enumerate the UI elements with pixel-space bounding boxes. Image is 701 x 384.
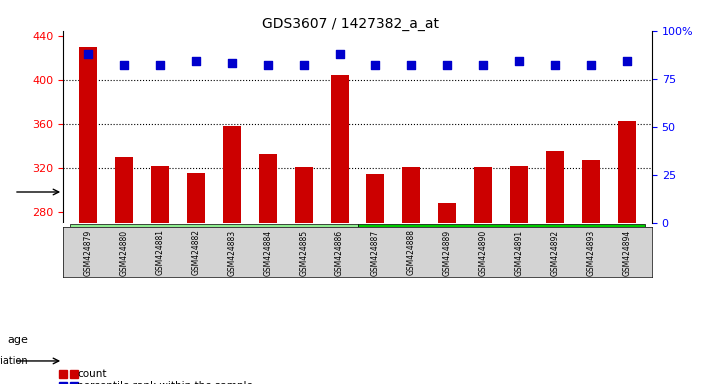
Text: GSM424882: GSM424882 bbox=[191, 230, 200, 275]
Point bbox=[83, 51, 94, 57]
Point bbox=[621, 58, 632, 65]
Bar bbox=[259, 154, 277, 223]
Point bbox=[334, 51, 345, 57]
Text: GSM424883: GSM424883 bbox=[227, 230, 236, 276]
Bar bbox=[331, 74, 348, 223]
Point bbox=[298, 62, 309, 68]
Text: GSM424879: GSM424879 bbox=[83, 230, 93, 276]
Bar bbox=[358, 251, 501, 275]
Text: GSM424880: GSM424880 bbox=[120, 230, 128, 276]
Text: GSM424887: GSM424887 bbox=[371, 230, 380, 276]
Point bbox=[370, 62, 381, 68]
Point bbox=[550, 62, 561, 68]
Text: Egr-1 null: Egr-1 null bbox=[548, 258, 598, 268]
Text: GDS3607 / 1427382_a_at: GDS3607 / 1427382_a_at bbox=[262, 17, 439, 31]
Point bbox=[477, 62, 489, 68]
Text: Egr-1 null: Egr-1 null bbox=[261, 258, 311, 268]
Text: GSM424881: GSM424881 bbox=[156, 230, 165, 275]
Bar bbox=[115, 157, 133, 223]
Point bbox=[513, 58, 524, 65]
Point bbox=[118, 62, 130, 68]
Text: GSM424886: GSM424886 bbox=[335, 230, 344, 276]
Text: GSM424891: GSM424891 bbox=[515, 230, 524, 276]
Text: genotype/variation: genotype/variation bbox=[0, 356, 28, 366]
Text: GSM424890: GSM424890 bbox=[479, 230, 488, 276]
Text: GSM424885: GSM424885 bbox=[299, 230, 308, 276]
Bar bbox=[187, 173, 205, 223]
Point bbox=[226, 60, 238, 66]
Bar bbox=[582, 160, 600, 223]
Text: 30 d: 30 d bbox=[202, 231, 226, 241]
Bar bbox=[402, 167, 421, 223]
Bar bbox=[214, 251, 358, 275]
Bar bbox=[294, 167, 313, 223]
Text: GSM424894: GSM424894 bbox=[622, 230, 632, 276]
Text: wild-type: wild-type bbox=[405, 258, 454, 268]
Bar bbox=[474, 167, 492, 223]
Point bbox=[585, 62, 597, 68]
Bar bbox=[367, 174, 384, 223]
Bar bbox=[546, 151, 564, 223]
Point bbox=[262, 62, 273, 68]
Text: GSM424892: GSM424892 bbox=[550, 230, 559, 276]
Bar bbox=[510, 166, 528, 223]
Bar bbox=[223, 126, 241, 223]
Bar bbox=[70, 251, 214, 275]
Text: 42 d: 42 d bbox=[489, 231, 514, 241]
Bar bbox=[79, 47, 97, 223]
Bar bbox=[70, 224, 358, 248]
Point bbox=[154, 62, 165, 68]
Text: count: count bbox=[77, 369, 107, 379]
Point bbox=[191, 58, 202, 65]
Bar bbox=[358, 224, 645, 248]
Point bbox=[406, 62, 417, 68]
Bar bbox=[438, 203, 456, 223]
Bar bbox=[151, 166, 169, 223]
Text: wild-type: wild-type bbox=[118, 258, 166, 268]
Text: GSM424889: GSM424889 bbox=[443, 230, 451, 276]
Text: GSM424884: GSM424884 bbox=[264, 230, 272, 276]
Text: GSM424893: GSM424893 bbox=[587, 230, 595, 276]
Text: percentile rank within the sample: percentile rank within the sample bbox=[77, 381, 253, 384]
Bar bbox=[618, 121, 636, 223]
Text: age: age bbox=[7, 335, 28, 345]
Bar bbox=[501, 251, 645, 275]
Text: GSM424888: GSM424888 bbox=[407, 230, 416, 275]
Point bbox=[442, 62, 453, 68]
